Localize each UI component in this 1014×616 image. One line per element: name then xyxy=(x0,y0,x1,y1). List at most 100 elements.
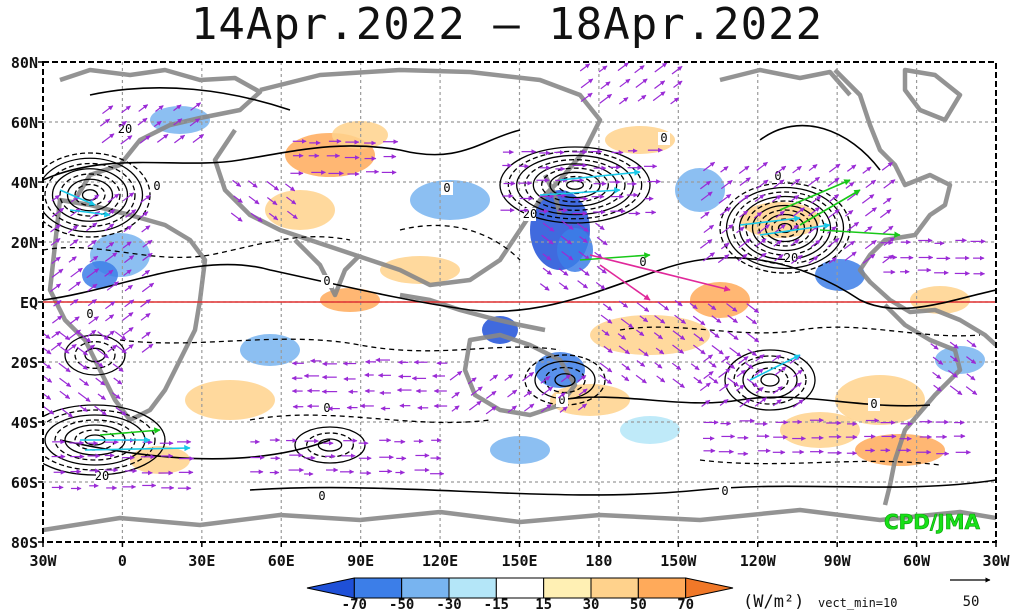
vector-arrow xyxy=(107,193,120,203)
vector-arrow xyxy=(790,194,800,202)
vector-arrow xyxy=(930,343,939,350)
vector-arrow xyxy=(739,177,751,186)
vector-arrow xyxy=(43,362,52,370)
vector-arrow-strong xyxy=(69,209,111,218)
vector-arrow xyxy=(120,135,133,145)
vector-arrow xyxy=(845,209,854,217)
lon-label: 90W xyxy=(824,552,852,570)
vector-arrow xyxy=(883,179,896,189)
contour-ring xyxy=(59,173,121,217)
vector-arrow xyxy=(578,388,588,396)
colorbar-tick-label: 50 xyxy=(630,597,647,612)
vector-arrow xyxy=(68,281,81,292)
vector-arrow xyxy=(137,117,148,126)
vector-arrow xyxy=(104,252,118,262)
vector-arrow xyxy=(580,78,594,89)
vector-arrow xyxy=(671,65,683,75)
dashed-contours xyxy=(43,224,981,466)
vector-arrow xyxy=(69,298,79,306)
contour-ring xyxy=(64,334,126,376)
vector-arrow xyxy=(124,255,135,264)
vector-arrow xyxy=(621,374,630,382)
vector-arrow xyxy=(140,312,151,321)
vector-arrow-strong xyxy=(779,179,851,211)
contour-label: 20 xyxy=(118,122,132,136)
vector-arrow-strong xyxy=(819,229,901,238)
vector-arrow xyxy=(882,225,894,234)
vector-arrow xyxy=(828,163,841,173)
vector-arrow xyxy=(756,252,767,261)
vector-arrow xyxy=(87,239,97,248)
vector-arrow xyxy=(122,326,134,336)
vector-arrow xyxy=(142,239,153,248)
contour-ring xyxy=(74,341,116,369)
vector-arrow xyxy=(59,390,71,400)
contour-ring xyxy=(777,222,793,234)
vector-arrow xyxy=(843,240,855,250)
vector-arrow xyxy=(708,361,717,368)
vector-arrow xyxy=(792,399,804,408)
vector-arrow xyxy=(729,347,742,357)
vector-arrow xyxy=(577,222,589,233)
contour-label: 0 xyxy=(323,401,330,415)
vector-arrow xyxy=(51,194,60,202)
vector-arrow-strong xyxy=(589,254,731,292)
north-america-outline xyxy=(833,68,996,347)
contour-ring xyxy=(742,361,798,399)
vector-arrow xyxy=(451,391,460,399)
vector-arrow xyxy=(671,362,682,371)
contour-ring xyxy=(317,438,343,452)
anomaly-patch xyxy=(557,228,593,272)
lat-label: 80S xyxy=(11,534,38,552)
vector-arrow xyxy=(966,373,976,381)
vector-arrow xyxy=(125,209,137,218)
vector-arrow xyxy=(736,369,746,378)
vector-arrow xyxy=(674,299,683,307)
anomaly-patch xyxy=(410,180,490,220)
vector-arrow xyxy=(105,314,115,322)
anomaly-patch xyxy=(82,261,118,289)
vector-arrow-strong xyxy=(759,222,831,236)
vector-arrow xyxy=(599,362,613,373)
vector-arrow xyxy=(755,238,767,248)
vector-arrow xyxy=(933,384,942,392)
vector-arrow xyxy=(86,268,100,279)
vector-arrow xyxy=(248,180,258,188)
vector-arrow xyxy=(674,314,686,324)
vector-arrow xyxy=(123,269,132,277)
vector-arrow xyxy=(155,105,164,112)
vector-arrow xyxy=(738,165,750,174)
contour-label: 0 xyxy=(774,169,781,183)
anomaly-patch xyxy=(620,416,680,444)
vector-arrow xyxy=(793,369,803,378)
contour-label: 20 xyxy=(523,207,537,221)
vector-arrow xyxy=(720,166,729,173)
vector-arrow xyxy=(599,374,612,385)
contour-ring xyxy=(724,349,816,411)
vector-arrow xyxy=(790,382,802,392)
vector-arrow xyxy=(757,224,770,234)
colorbar-tick-label: -15 xyxy=(484,597,509,612)
contour-ring xyxy=(507,150,643,220)
contour-label: 0 xyxy=(443,181,450,195)
lon-label: 30W xyxy=(29,552,57,570)
vector-arrow xyxy=(618,97,629,105)
vector-arrow xyxy=(774,254,784,262)
vector-arrow xyxy=(718,193,732,204)
vector-arrow xyxy=(949,355,959,363)
colorbar-unit: (W/m²) xyxy=(743,592,804,612)
lon-label: 150E xyxy=(501,552,537,570)
vector-arrow xyxy=(542,267,552,276)
vector-arrow xyxy=(754,368,764,376)
contour-dashed xyxy=(119,338,561,352)
vector-arrow xyxy=(792,165,802,174)
vector-arrow xyxy=(703,224,714,234)
vector-arrow xyxy=(861,194,875,204)
vector-arrow xyxy=(70,267,83,278)
vector-arrow xyxy=(745,315,757,325)
lon-label: 120W xyxy=(740,552,777,570)
greenland-outline xyxy=(902,67,963,123)
maritime-continent-outline xyxy=(399,292,546,333)
contour-ring xyxy=(719,182,851,274)
vector-arrow xyxy=(268,212,279,221)
